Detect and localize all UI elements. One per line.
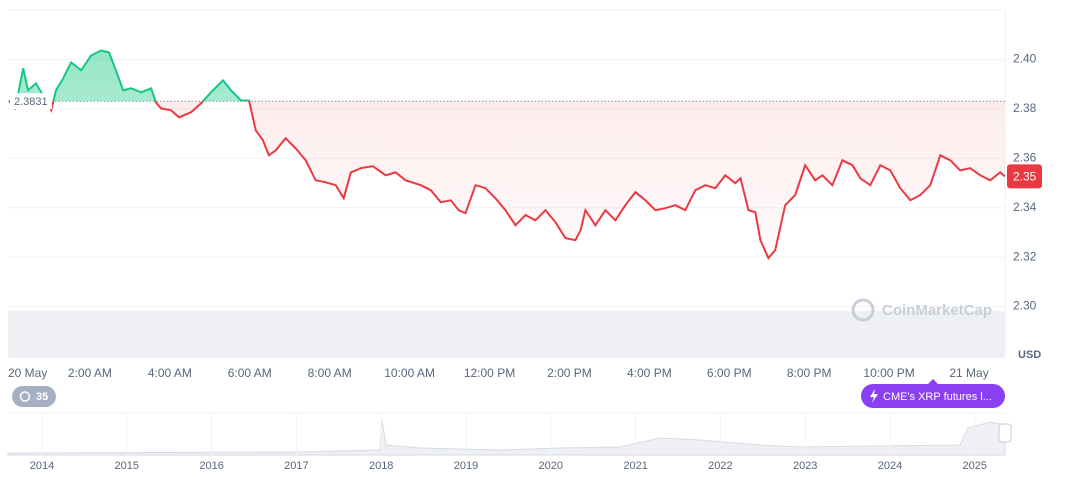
volume-band — [8, 311, 1005, 358]
x-tick-label: 6:00 AM — [228, 366, 272, 380]
navigator-year: 2021 — [623, 460, 647, 472]
current-price-tag — [1007, 164, 1042, 189]
baseline-label-bg — [10, 93, 52, 110]
navigator-year: 2015 — [115, 460, 139, 472]
y-tick-label: 2.34 — [1013, 200, 1037, 214]
x-tick-label: 2:00 PM — [547, 366, 592, 380]
navigator — [7, 412, 1012, 456]
navigator-year: 2016 — [199, 460, 223, 472]
x-tick-label: 4:00 PM — [627, 366, 672, 380]
area-up — [8, 50, 250, 102]
badge-bg — [12, 386, 56, 407]
x-tick-label: 6:00 PM — [707, 366, 752, 380]
navigator-year: 2023 — [793, 460, 817, 472]
y-axis-label: USD — [1018, 349, 1041, 361]
x-tick-label: 21 May — [949, 366, 988, 380]
pill-text: CME's XRP futures l... — [883, 391, 992, 403]
price-line-up — [8, 49, 251, 102]
badge-count: 35 — [36, 391, 48, 403]
x-tick-label: 12:00 PM — [464, 366, 515, 380]
x-tick-label: 8:00 AM — [308, 366, 352, 380]
navigator-year: 2019 — [454, 460, 478, 472]
x-tick-label: 20 May — [8, 366, 47, 380]
navigator-year: 2017 — [284, 460, 308, 472]
navigator-area — [7, 419, 1006, 456]
pill-pointer — [928, 379, 938, 384]
event-badge[interactable]: 35 — [12, 386, 56, 407]
navigator-year: 2020 — [539, 460, 563, 472]
pill-bg — [861, 384, 1005, 408]
pill-icon — [870, 389, 878, 403]
y-tick-label: 2.36 — [1013, 150, 1037, 164]
x-tick-label: 2:00 AM — [68, 366, 112, 380]
navigator-year: 2024 — [878, 460, 902, 472]
event-pill[interactable]: CME's XRP futures l... — [861, 379, 1005, 408]
x-tick-label: 10:00 PM — [863, 366, 914, 380]
y-tick-label: 2.38 — [1013, 101, 1037, 115]
x-tick-label: 8:00 PM — [787, 366, 832, 380]
area-down — [8, 101, 1005, 259]
navigator-year: 2018 — [369, 460, 393, 472]
price-line-down — [8, 101, 1005, 260]
navigator-handle[interactable] — [998, 423, 1012, 443]
x-tick-label: 10:00 AM — [384, 366, 435, 380]
y-tick-label: 2.30 — [1013, 299, 1037, 313]
watermark-text: CoinMarketCap — [882, 302, 992, 319]
y-tick-label: 2.40 — [1013, 52, 1037, 66]
navigator-year: 2025 — [963, 460, 987, 472]
x-tick-label: 4:00 AM — [148, 366, 192, 380]
baseline-label: 2.3831 — [14, 96, 48, 108]
navigator-year: 2014 — [30, 460, 54, 472]
watermark: CoinMarketCap — [851, 298, 992, 322]
current-price-label: 2.35 — [1013, 169, 1037, 183]
badge-icon — [19, 391, 31, 402]
navigator-year: 2022 — [708, 460, 732, 472]
y-tick-label: 2.32 — [1013, 249, 1037, 263]
